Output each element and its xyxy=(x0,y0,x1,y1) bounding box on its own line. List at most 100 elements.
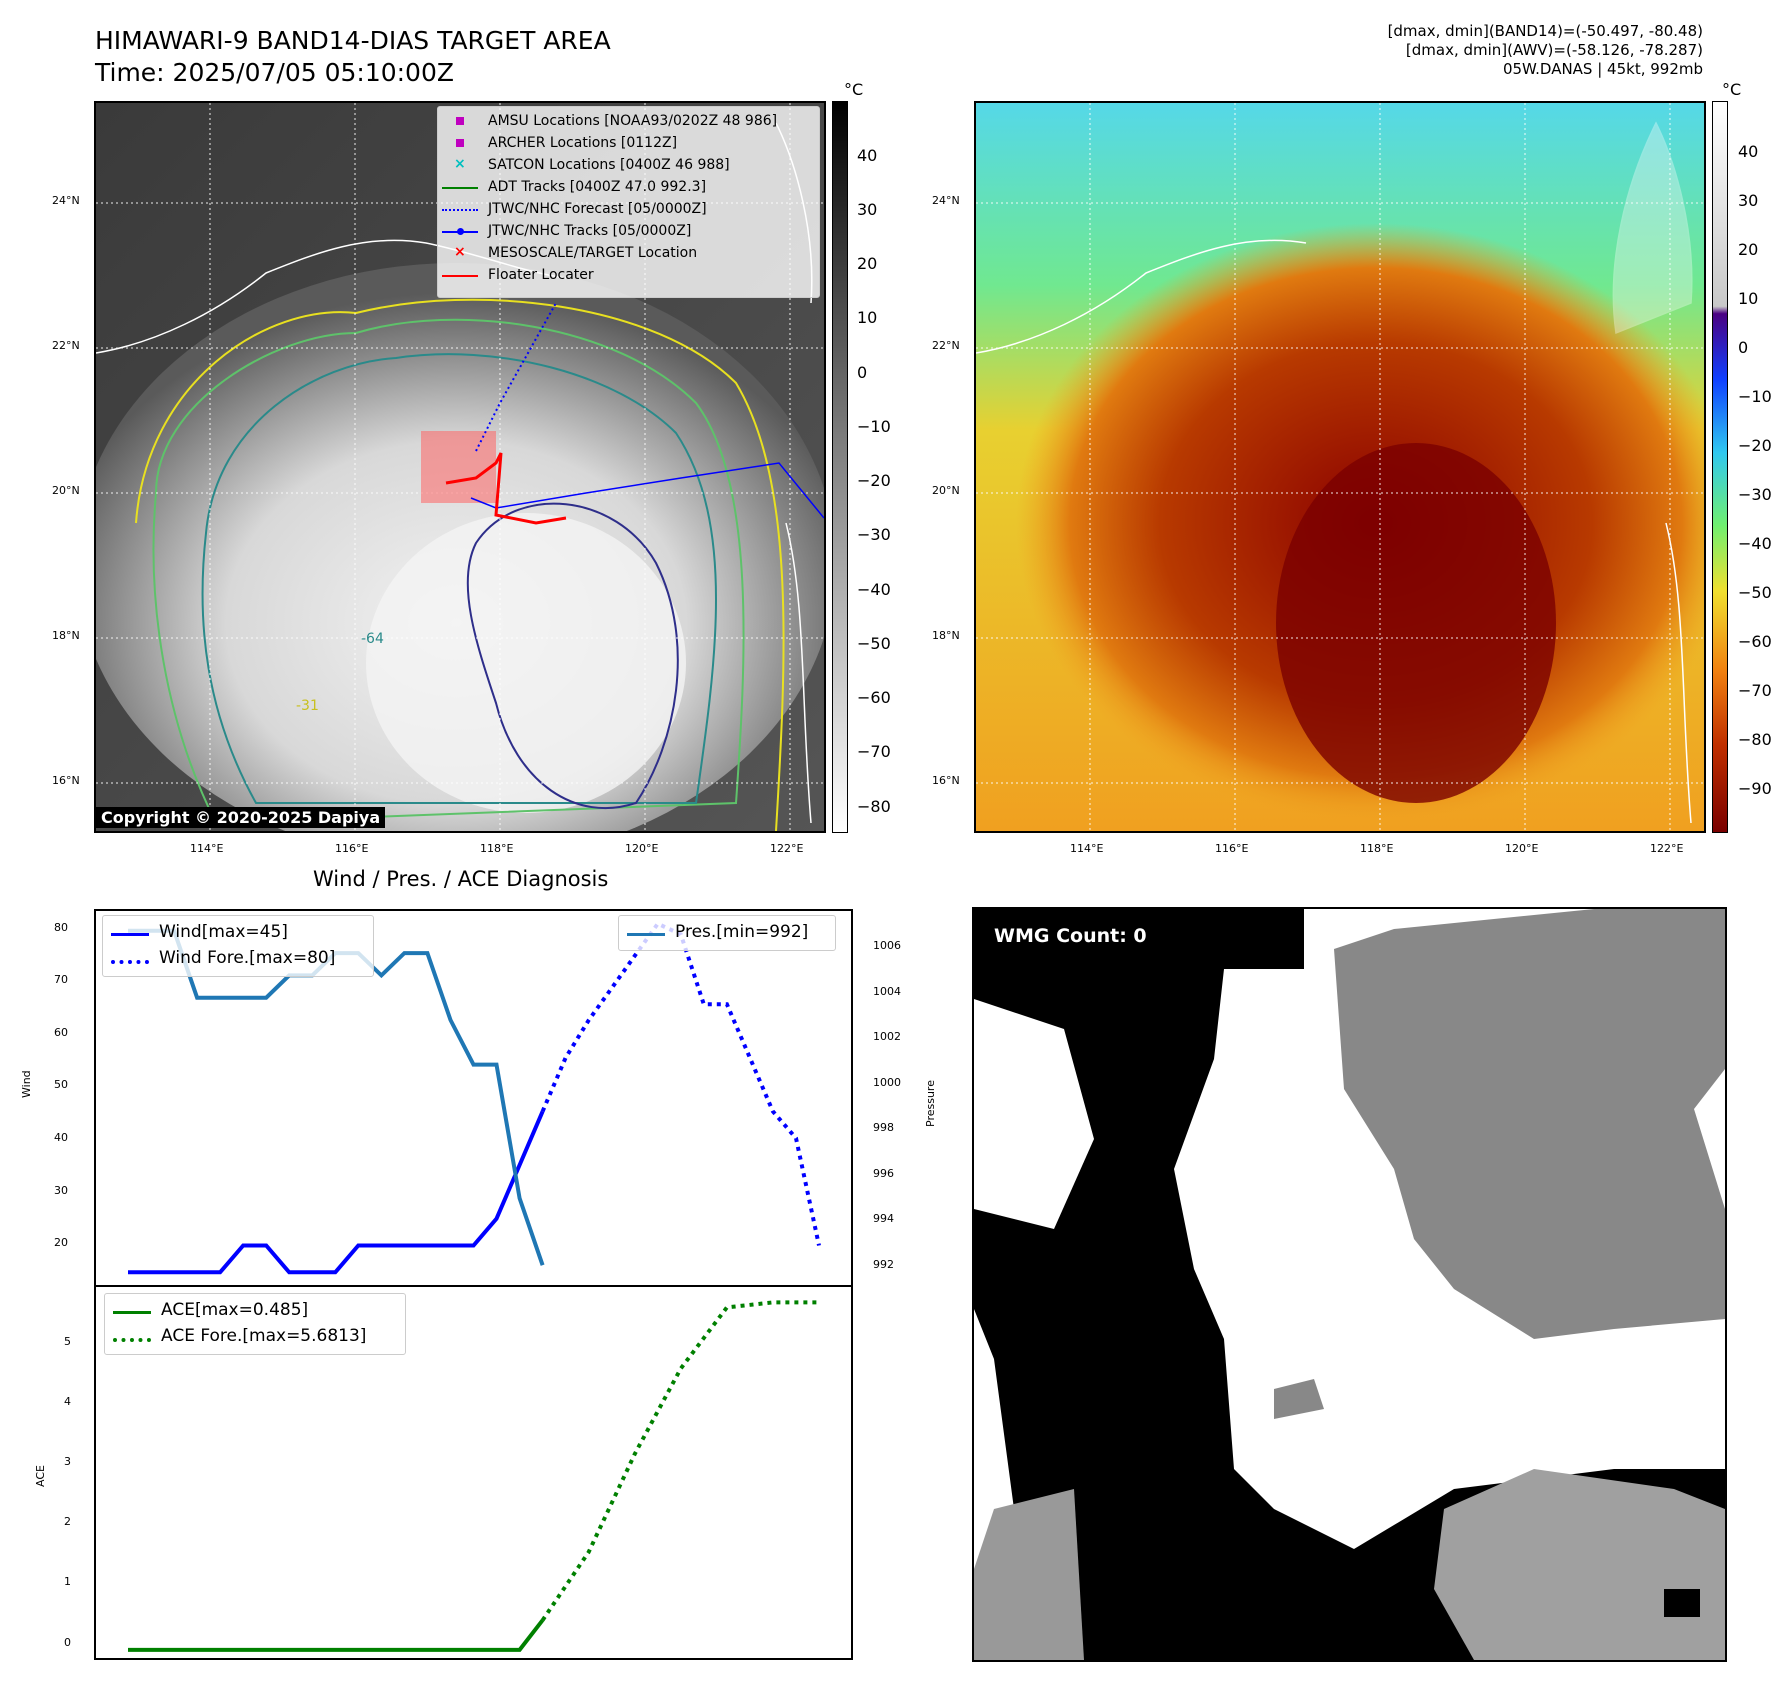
colorbar-tick: 40 xyxy=(857,146,878,165)
colorbar-tick: −90 xyxy=(1738,779,1772,798)
colorbar-tick: 10 xyxy=(857,308,878,327)
awv-range: [dmax, dmin](AWV)=(-58.126, -78.287) xyxy=(1405,41,1703,59)
legend-forecast: JTWC/NHC Forecast [05/0000Z] xyxy=(488,201,707,217)
colorbar-tick: 30 xyxy=(857,200,878,219)
lat-tick: 16°N xyxy=(52,774,80,787)
legend-target: MESOSCALE/TARGET Location xyxy=(488,245,698,261)
contour-inner xyxy=(466,502,679,809)
pressure-tick: 1004 xyxy=(873,985,901,998)
pressure-tick: 1000 xyxy=(873,1076,901,1089)
wind-axis-label: Wind xyxy=(20,1070,33,1098)
colorbar-tick: −80 xyxy=(1738,730,1772,749)
wmg-gray-region xyxy=(974,1489,1084,1660)
forecast-track xyxy=(475,302,557,452)
awv-colorbar xyxy=(1712,101,1728,833)
wmg-gray-region xyxy=(1434,1469,1725,1660)
colorbar-tick: 30 xyxy=(1738,191,1759,210)
lat-tick: 20°N xyxy=(932,484,960,497)
diag-title: Wind / Pres. / ACE Diagnosis xyxy=(313,867,609,891)
legend-amsu: AMSU Locations [NOAA93/0202Z 48 986] xyxy=(488,113,778,129)
lon-tick: 120°E xyxy=(625,842,659,855)
legend-wind-fore: Wind Fore.[max=80] xyxy=(159,948,336,968)
ace-tick: 5 xyxy=(64,1335,71,1348)
ace-tick: 2 xyxy=(64,1515,71,1528)
target-marker-icon: × xyxy=(454,244,466,260)
lon-tick: 114°E xyxy=(1070,842,1104,855)
colorbar-tick: −50 xyxy=(1738,583,1772,602)
wind-dotted-icon xyxy=(111,960,149,964)
ace-series-line xyxy=(128,1618,545,1652)
colorbar-tick: −10 xyxy=(857,417,891,436)
band14-range: [dmax, dmin](BAND14)=(-50.497, -80.48) xyxy=(1387,22,1703,40)
colorbar-tick: −70 xyxy=(1738,681,1772,700)
lon-tick: 118°E xyxy=(1360,842,1394,855)
colorbar-tick: 40 xyxy=(1738,142,1759,161)
pressure-solid-icon xyxy=(627,933,665,936)
pressure-tick: 998 xyxy=(873,1121,894,1134)
ace-forecast-line xyxy=(540,1300,819,1622)
colorbar-tick: 20 xyxy=(1738,240,1759,259)
ace-plot xyxy=(128,1300,819,1652)
wmg-black-region xyxy=(974,909,1725,1660)
contour-outer xyxy=(152,318,745,825)
wind-series-line xyxy=(128,1110,545,1275)
lat-tick: 24°N xyxy=(52,194,80,207)
colorbar-unit: °C xyxy=(844,80,864,99)
colorbar-tick: −10 xyxy=(1738,387,1772,406)
archer-marker-icon xyxy=(456,139,464,147)
colorbar-tick: −50 xyxy=(857,634,891,653)
adt-line-icon xyxy=(442,187,478,189)
wmg-classification-map xyxy=(974,909,1725,1660)
lat-tick: 24°N xyxy=(932,194,960,207)
pressure-tick: 994 xyxy=(873,1212,894,1225)
wmg-gray-patch xyxy=(1274,1379,1324,1419)
pressure-tick: 996 xyxy=(873,1167,894,1180)
pressure-tick: 1006 xyxy=(873,939,901,952)
contour-label: -64 xyxy=(361,631,384,647)
wind-tick: 60 xyxy=(54,1026,68,1039)
contour-teal xyxy=(201,353,717,804)
band14-colorbar xyxy=(832,101,848,833)
ace-axis-label: ACE xyxy=(34,1465,47,1487)
colorbar-tick: −20 xyxy=(857,471,891,490)
colorbar-tick: −30 xyxy=(1738,485,1772,504)
wmg-black-patch xyxy=(1664,1589,1700,1617)
lon-tick: 122°E xyxy=(770,842,804,855)
awv-map xyxy=(976,103,1704,831)
legend-pres: Pres.[min=992] xyxy=(675,922,809,942)
wind-tick: 80 xyxy=(54,921,68,934)
colorbar-tick: −70 xyxy=(857,742,891,761)
wind-forecast-line xyxy=(540,921,821,1246)
pressure-tick: 992 xyxy=(873,1258,894,1271)
lat-tick: 22°N xyxy=(52,339,80,352)
lon-tick: 114°E xyxy=(190,842,224,855)
copyright-badge: Copyright © 2020-2025 Dapiya xyxy=(96,807,386,828)
jtwc-track xyxy=(470,462,824,519)
wmg-gray-region xyxy=(1334,909,1725,1339)
forecast-line-icon xyxy=(442,209,478,211)
colorbar-unit: °C xyxy=(1722,80,1742,99)
lat-tick: 16°N xyxy=(932,774,960,787)
wmg-count-badge: WMG Count: 0 xyxy=(986,922,1155,950)
target-area-box xyxy=(421,431,496,503)
ace-dotted-icon xyxy=(113,1338,151,1342)
lat-tick: 20°N xyxy=(52,484,80,497)
legend-floater: Floater Locater xyxy=(488,267,594,283)
ace-solid-icon xyxy=(113,1311,151,1314)
colorbar-tick: 10 xyxy=(1738,289,1759,308)
wmg-black-edge xyxy=(974,999,1094,1229)
wind-solid-icon xyxy=(111,933,149,936)
pressure-legend: Pres.[min=992] xyxy=(618,915,836,951)
storm-info: 05W.DANAS | 45kt, 992mb xyxy=(1502,60,1703,78)
cloud-core xyxy=(366,513,686,813)
colorbar-tick: −30 xyxy=(857,525,891,544)
pressure-tick: 1002 xyxy=(873,1030,901,1043)
ace-legend: ACE[max=0.485] ACE Fore.[max=5.6813] xyxy=(104,1293,406,1355)
wind-tick: 70 xyxy=(54,973,68,986)
legend-tracks: JTWC/NHC Tracks [05/0000Z] xyxy=(488,223,692,239)
legend-adt: ADT Tracks [0400Z 47.0 992.3] xyxy=(488,179,707,195)
floater-line-icon xyxy=(442,275,478,277)
ace-tick: 1 xyxy=(64,1575,71,1588)
wind-legend: Wind[max=45] Wind Fore.[max=80] xyxy=(102,915,374,977)
figure-time: Time: 2025/07/05 05:10:00Z xyxy=(95,58,454,87)
